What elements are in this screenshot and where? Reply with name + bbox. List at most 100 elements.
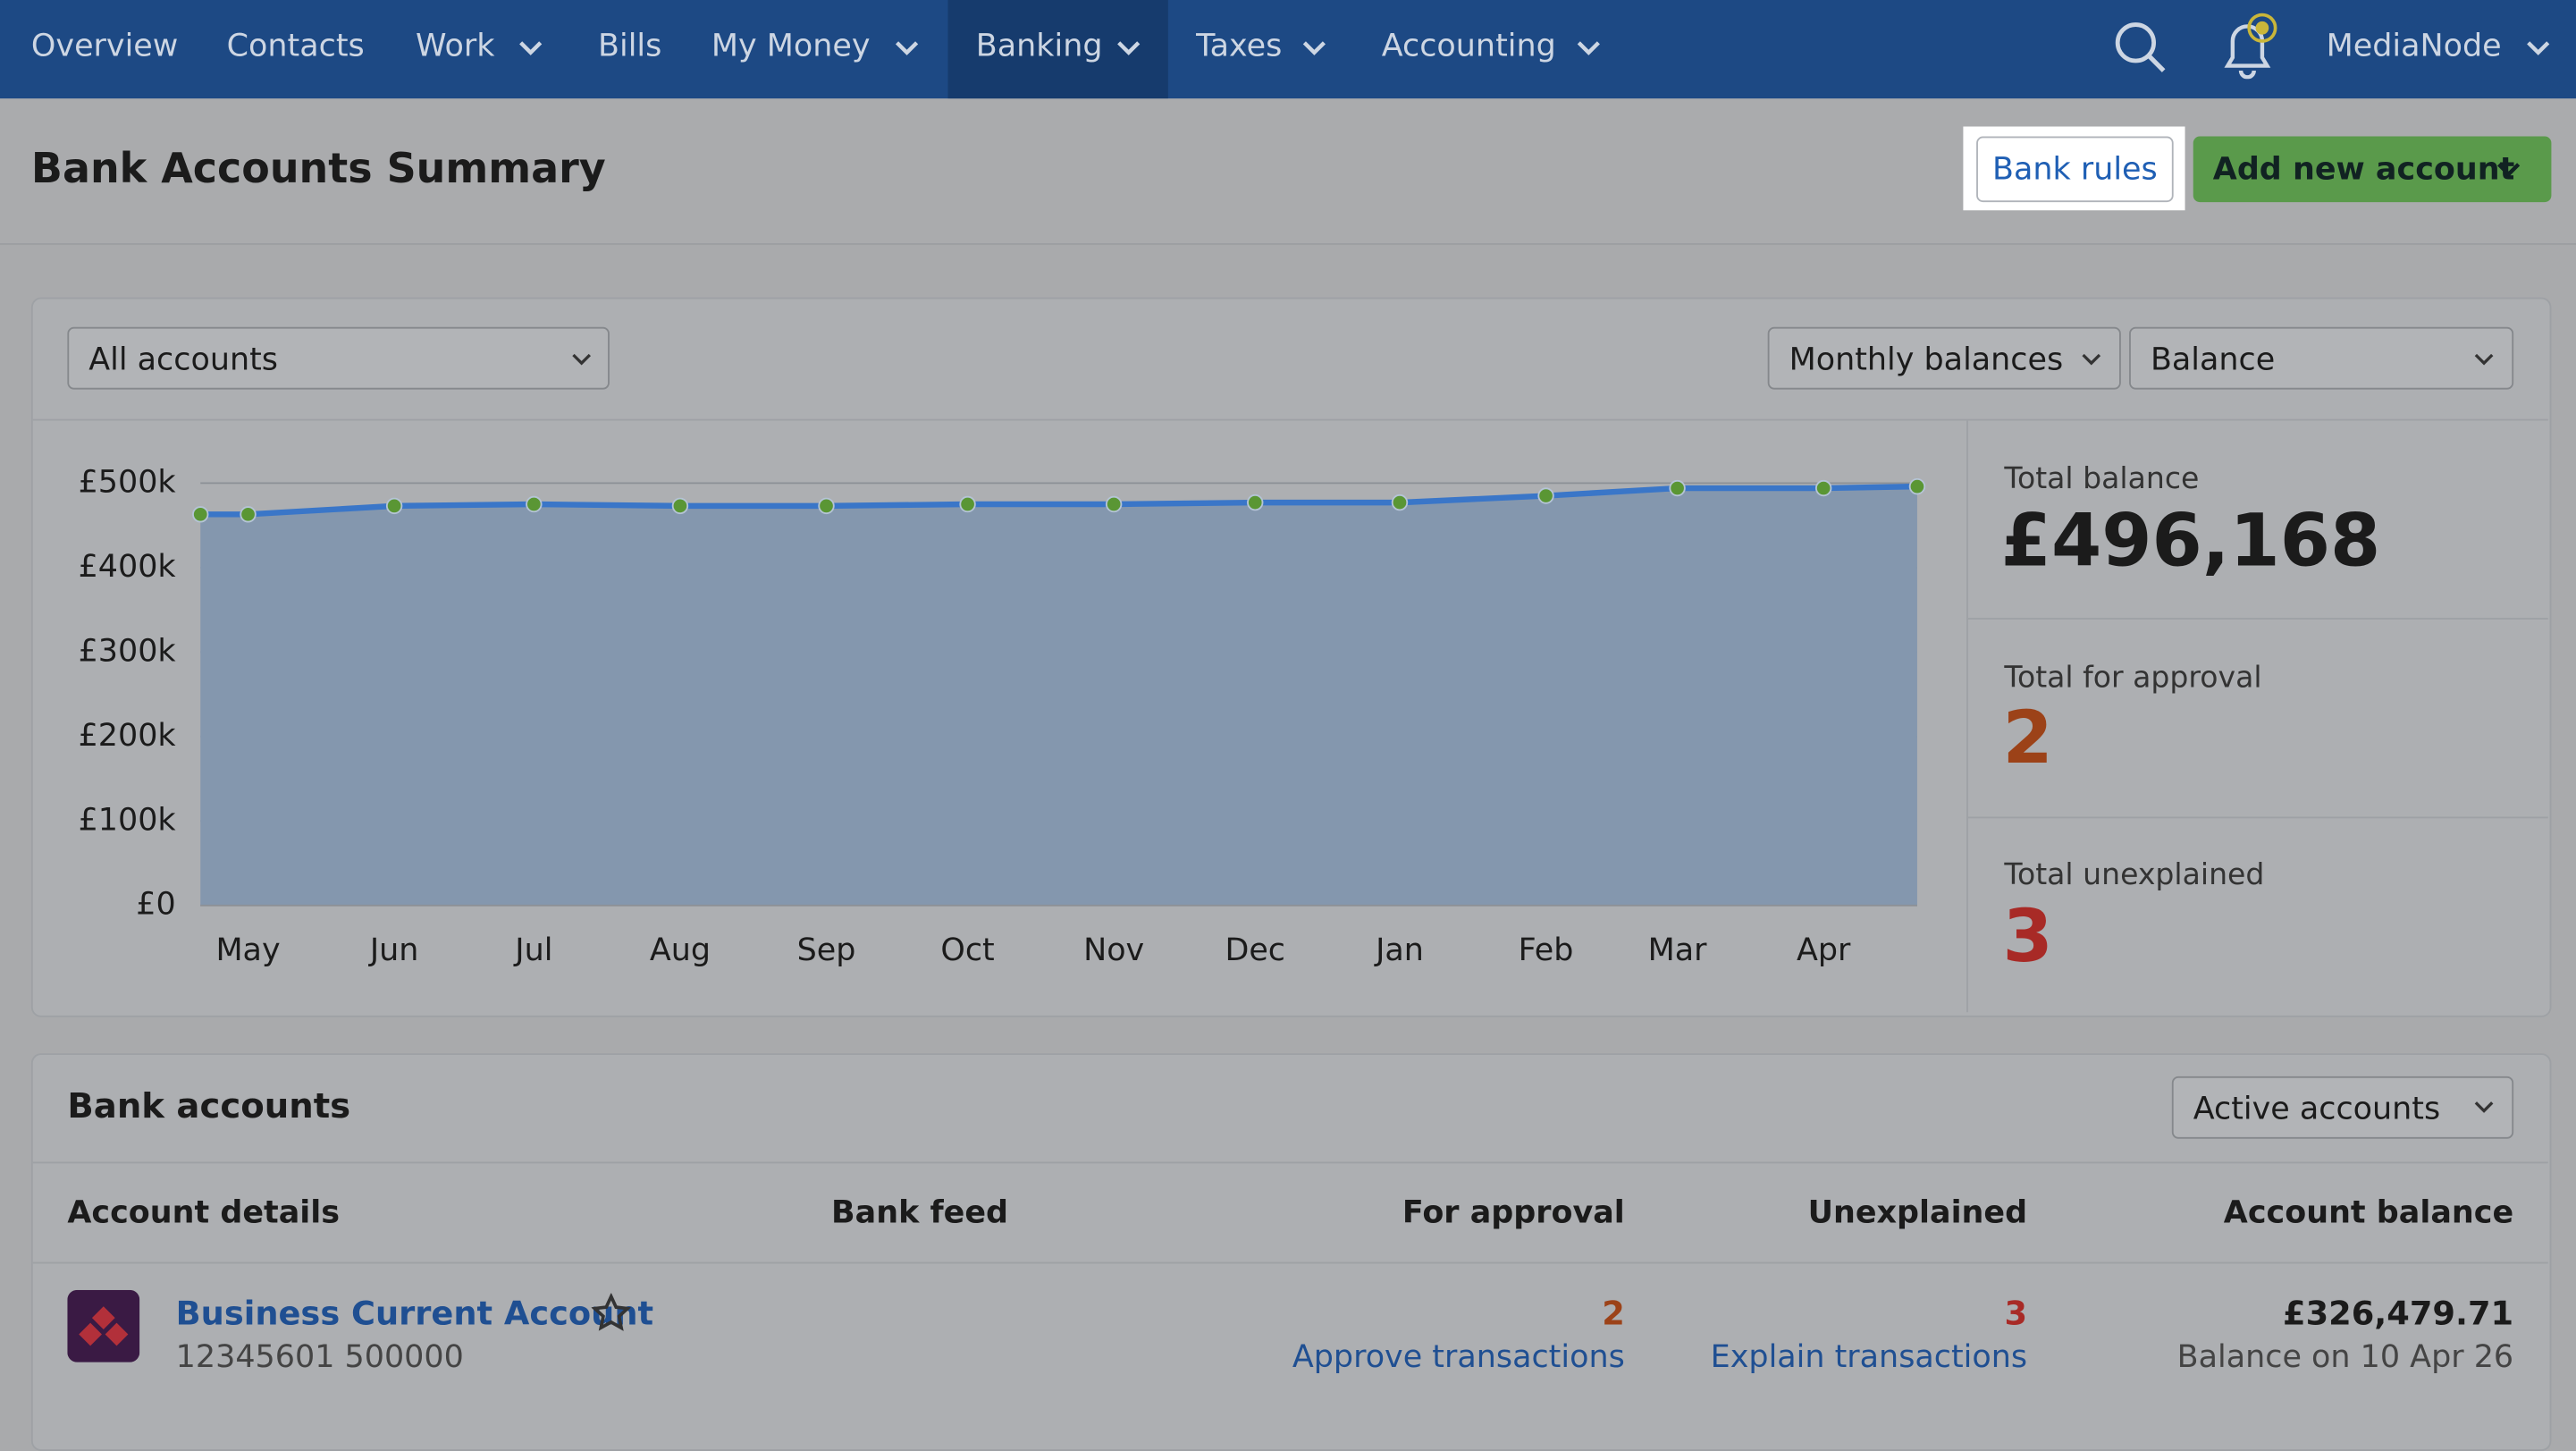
top-nav: [0, 0, 2576, 99]
column-header: Account details: [67, 1194, 341, 1231]
unexplained-count: 3: [2004, 1293, 2028, 1333]
area: [200, 486, 1917, 906]
stat-label: Total for approval: [2004, 660, 2262, 696]
nav-item[interactable]: Bills: [598, 28, 662, 64]
chevron: [895, 41, 919, 55]
x-tick-label: Apr: [1797, 932, 1851, 968]
x-tick-label: Jul: [513, 932, 552, 968]
point: [671, 497, 689, 515]
point: [526, 495, 543, 513]
select-text: All accounts: [88, 342, 278, 378]
chevron: [2527, 41, 2550, 55]
divider: [1967, 816, 2548, 819]
accounts-panel: [30, 1053, 2552, 1451]
y-tick-label: £200k: [79, 718, 177, 754]
chevron: [1302, 41, 1326, 55]
chevron-path: [895, 41, 919, 55]
divider: [32, 418, 2548, 421]
x-tick-label: Nov: [1083, 932, 1144, 968]
column-header: For approval: [1402, 1194, 1625, 1231]
y-tick-label: £500k: [79, 464, 177, 500]
select-chevron: [2082, 353, 2101, 366]
point: [192, 506, 209, 523]
chevron-path: [1302, 41, 1326, 55]
y-tick-label: £100k: [79, 802, 177, 838]
select-chevron: [2474, 353, 2494, 366]
balance-date: Balance on 10 Apr 26: [2176, 1338, 2514, 1376]
point: [818, 497, 835, 515]
stat-value: 2: [2002, 696, 2053, 781]
stat-value: 3: [2002, 895, 2053, 980]
point: [1247, 494, 1264, 511]
nav-item[interactable]: Overview: [30, 28, 179, 64]
chevron-path: [519, 41, 543, 55]
bank-logo: [67, 1289, 140, 1362]
x-tick-label: Mar: [1648, 932, 1708, 968]
account-number: 12345601 500000: [175, 1338, 464, 1376]
nav-item[interactable]: My Money: [711, 28, 871, 64]
page-title: Bank Accounts Summary: [30, 144, 606, 193]
chevron-path: [1577, 41, 1600, 55]
point: [1814, 479, 1832, 497]
search-icon[interactable]: [2113, 20, 2168, 75]
button-text: Add new account: [2212, 151, 2515, 188]
chevron: [2497, 163, 2521, 177]
point: [1669, 479, 1686, 497]
nav-item[interactable]: Contacts: [226, 28, 365, 64]
add-account-button[interactable]: Add new account: [2193, 136, 2552, 203]
point: [1537, 487, 1554, 504]
bank-rules-button[interactable]: Bank rules: [1976, 136, 2174, 203]
accounts-select[interactable]: All accounts: [67, 326, 610, 390]
nav-item[interactable]: Banking: [975, 28, 1103, 64]
select-chevron: [572, 353, 592, 366]
divider: [1967, 618, 2548, 620]
column-header: Account balance: [2223, 1194, 2514, 1231]
stat-label: Total unexplained: [2004, 857, 2265, 893]
point: [1908, 477, 1926, 495]
select-text: Monthly balances: [1789, 342, 2064, 378]
point: [1105, 495, 1123, 513]
line: [200, 483, 1918, 518]
chevron-path: [1117, 41, 1141, 55]
chevron: [1117, 41, 1141, 55]
x-tick-label: Jan: [1374, 932, 1424, 968]
stat-value: £496,168: [2000, 499, 2381, 584]
chevron: [519, 41, 543, 55]
divider: [32, 1261, 2548, 1264]
x-tick-label: Dec: [1225, 932, 1285, 968]
chevron: [1577, 41, 1600, 55]
divider: [32, 1161, 2548, 1164]
x-tick-label: Aug: [650, 932, 711, 968]
x-tick-label: Sep: [797, 932, 856, 968]
status-select[interactable]: Active accounts: [2171, 1076, 2514, 1139]
approve-link[interactable]: Approve transactions: [1292, 1338, 1625, 1376]
star-icon[interactable]: [591, 1293, 631, 1333]
y-tick-label: £400k: [79, 549, 177, 585]
point: [959, 495, 976, 513]
x-tick-label: May: [215, 932, 280, 968]
divider: [1966, 420, 1968, 1013]
column-header: Bank feed: [831, 1194, 1009, 1231]
nav-item[interactable]: Accounting: [1381, 28, 1556, 64]
point: [385, 497, 403, 515]
account-link[interactable]: Business Current Account: [175, 1293, 654, 1333]
for-approval-count: 2: [1602, 1293, 1625, 1333]
select-chevron: [2474, 1101, 2494, 1113]
explain-link[interactable]: Explain transactions: [1710, 1338, 2028, 1376]
select-text: Balance: [2150, 342, 2276, 378]
bell-icon[interactable]: [2218, 6, 2286, 80]
x-tick-label: Feb: [1519, 932, 1574, 968]
x-tick-label: Jun: [368, 932, 419, 968]
stat-label: Total balance: [2004, 461, 2200, 497]
column-header: Unexplained: [1807, 1194, 2028, 1231]
nav-item[interactable]: Work: [416, 28, 495, 64]
nav-item[interactable]: Taxes: [1196, 28, 1283, 64]
section-title: Bank accounts: [67, 1085, 351, 1126]
x-tick-label: Oct: [940, 932, 994, 968]
period-select[interactable]: Monthly balances: [1767, 326, 2121, 390]
measure-select[interactable]: Balance: [2129, 326, 2514, 390]
y-tick-label: £0: [136, 887, 175, 923]
user-menu[interactable]: MediaNode: [2326, 28, 2502, 64]
